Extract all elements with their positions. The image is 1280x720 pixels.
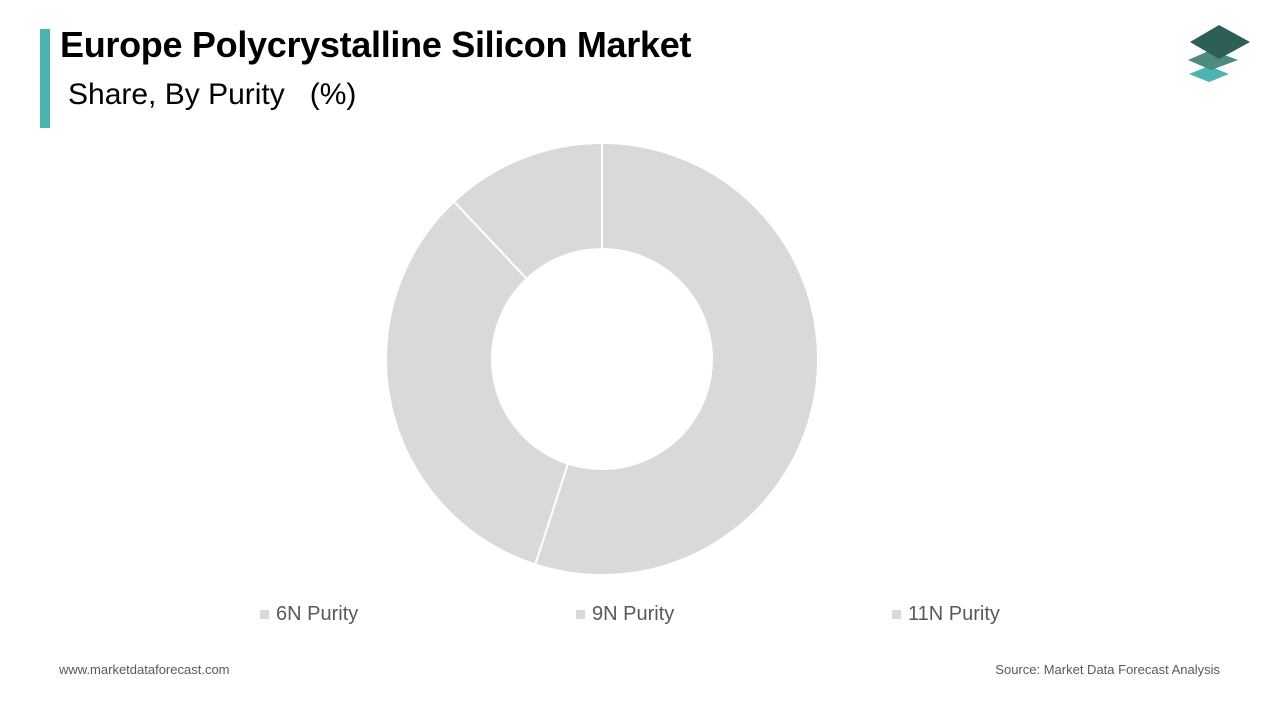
donut-slice-9n-purity xyxy=(385,200,570,566)
chart-subtitle: Share, By Purity (%) xyxy=(68,78,357,111)
legend-label: 6N Purity xyxy=(276,602,359,625)
legend-item: 11N Purity xyxy=(892,600,1000,628)
legend-label: 11N Purity xyxy=(908,602,1000,625)
donut-slice-6n-purity xyxy=(533,141,819,576)
chart-legend: 6N Purity 9N Purity 11N Purity xyxy=(0,600,1280,630)
legend-swatch xyxy=(260,609,269,619)
logo-layer-bottom xyxy=(1189,66,1229,82)
chart-title: Europe Polycrystalline Silicon Market xyxy=(60,24,692,65)
title-accent-bar xyxy=(40,29,50,128)
website-url: www.marketdataforecast.com xyxy=(59,662,230,677)
donut-slice-11n-purity xyxy=(452,141,603,281)
source-note: Source: Market Data Forecast Analysis xyxy=(995,662,1220,677)
logo-layer-middle xyxy=(1188,50,1238,70)
legend-item: 9N Purity xyxy=(576,600,674,628)
legend-item: 6N Purity xyxy=(260,600,358,628)
donut-chart xyxy=(385,141,819,576)
legend-swatch xyxy=(576,609,585,619)
company-logo-icon xyxy=(1188,25,1250,82)
legend-label: 9N Purity xyxy=(592,602,675,625)
logo-layer-top xyxy=(1190,25,1250,59)
legend-swatch xyxy=(892,609,901,619)
